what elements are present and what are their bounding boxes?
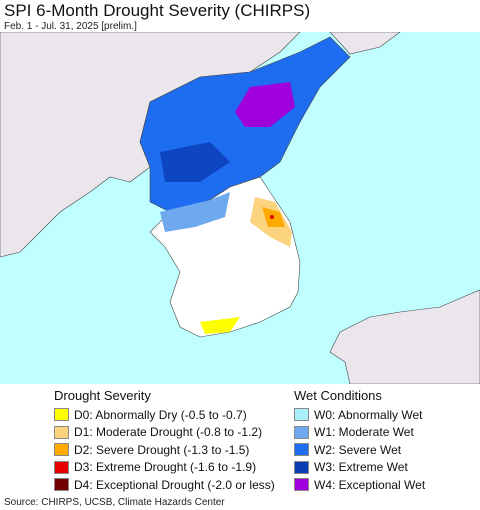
extreme-wet	[160, 142, 230, 182]
map	[0, 32, 480, 384]
japan-land	[329, 289, 480, 384]
moderate-wet	[160, 192, 230, 232]
legend-item: D1: Moderate Drought (-0.8 to -1.2)	[54, 424, 275, 442]
legend-label: W1: Moderate Wet	[314, 425, 414, 440]
wet-legend: Wet Conditions W0: Abnormally Wet W1: Mod…	[294, 388, 425, 494]
exceptional-wet	[235, 82, 295, 127]
subtitle: Feb. 1 - Jul. 31, 2025 [prelim.]	[4, 21, 137, 32]
china-land	[0, 32, 301, 258]
drought-legend: Drought Severity D0: Abnormally Dry (-0.…	[54, 388, 275, 494]
legend-label: D2: Severe Drought (-1.3 to -1.5)	[74, 442, 250, 457]
legend-swatch	[54, 408, 69, 422]
legend-swatch	[294, 478, 309, 492]
legend-swatch	[294, 425, 309, 439]
legend-swatch	[54, 460, 69, 474]
legend-label: D1: Moderate Drought (-0.8 to -1.2)	[74, 425, 263, 440]
legend-item: D0: Abnormally Dry (-0.5 to -0.7)	[54, 406, 275, 424]
legend-item: W0: Abnormally Wet	[294, 406, 425, 424]
legend-item: W1: Moderate Wet	[294, 424, 425, 442]
legend-swatch	[54, 443, 69, 457]
legend-label: D3: Extreme Drought (-1.6 to -1.9)	[74, 460, 257, 475]
legend-swatch	[294, 443, 309, 457]
legend-item: W4: Exceptional Wet	[294, 476, 425, 494]
legend-title: Drought Severity	[54, 388, 151, 403]
extreme-drought	[270, 215, 274, 219]
russia-land	[329, 32, 401, 55]
legend-label: W2: Severe Wet	[314, 442, 402, 457]
legend-title: Wet Conditions	[294, 388, 382, 403]
legend-item: W3: Extreme Wet	[294, 459, 425, 477]
legend-swatch	[54, 425, 69, 439]
legend-swatch	[54, 478, 69, 492]
legend-item: W2: Severe Wet	[294, 441, 425, 459]
legend-label: W0: Abnormally Wet	[314, 407, 423, 422]
legend-label: W3: Extreme Wet	[314, 460, 408, 475]
source: Source: CHIRPS, UCSB, Climate Hazards Ce…	[4, 497, 225, 508]
legend-label: W4: Exceptional Wet	[314, 477, 426, 492]
legend-item: D3: Extreme Drought (-1.6 to -1.9)	[54, 459, 275, 477]
legend-swatch	[294, 408, 309, 422]
legend-swatch	[294, 460, 309, 474]
abnormally-dry	[200, 317, 240, 334]
legend-item: D2: Severe Drought (-1.3 to -1.5)	[54, 441, 275, 459]
legend-label: D4: Exceptional Drought (-2.0 or less)	[74, 477, 275, 492]
legend-item: D4: Exceptional Drought (-2.0 or less)	[54, 476, 275, 494]
title: SPI 6-Month Drought Severity (CHIRPS)	[4, 1, 311, 20]
legend-label: D0: Abnormally Dry (-0.5 to -0.7)	[74, 407, 247, 422]
